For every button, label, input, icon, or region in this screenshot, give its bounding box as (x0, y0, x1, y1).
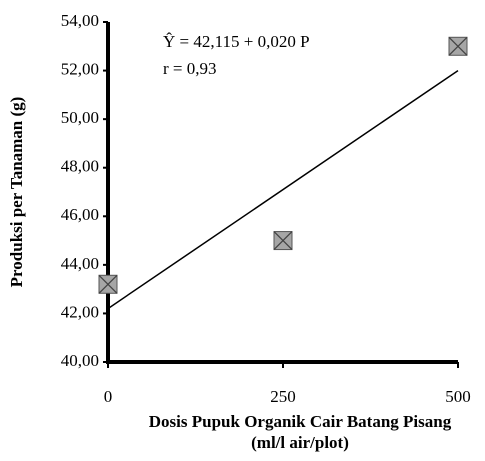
x-tick-label: 0 (104, 387, 113, 406)
point (273, 231, 293, 251)
point (448, 36, 468, 56)
y-tick-label: 48,00 (61, 157, 99, 176)
y-tick-label: 46,00 (61, 205, 99, 224)
x-axis-title: Dosis Pupuk Organik Cair Batang Pisang (149, 412, 452, 431)
x-tick-label: 500 (445, 387, 471, 406)
y-axis-title: Produksi per Tanaman (g) (7, 97, 26, 288)
x-tick-label: 250 (270, 387, 296, 406)
x-axis-title: (ml/l air/plot) (251, 433, 349, 452)
y-tick-label: 40,00 (61, 351, 99, 370)
y-tick-label: 44,00 (61, 254, 99, 273)
point (98, 274, 118, 294)
y-tick-label: 50,00 (61, 108, 99, 127)
y-tick-label: 42,00 (61, 302, 99, 321)
y-tick-label: 54,00 (61, 11, 99, 30)
correlation: r = 0,93 (163, 59, 217, 78)
equation: Ŷ = 42,115 + 0,020 P (163, 32, 310, 51)
y-tick-label: 52,00 (61, 59, 99, 78)
trendline (107, 69, 459, 310)
